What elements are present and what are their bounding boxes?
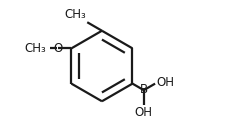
- Text: CH₃: CH₃: [64, 8, 85, 21]
- Text: OH: OH: [134, 106, 152, 119]
- Text: CH₃: CH₃: [25, 42, 46, 55]
- Text: O: O: [53, 42, 62, 55]
- Text: OH: OH: [156, 76, 174, 89]
- Text: B: B: [139, 83, 147, 96]
